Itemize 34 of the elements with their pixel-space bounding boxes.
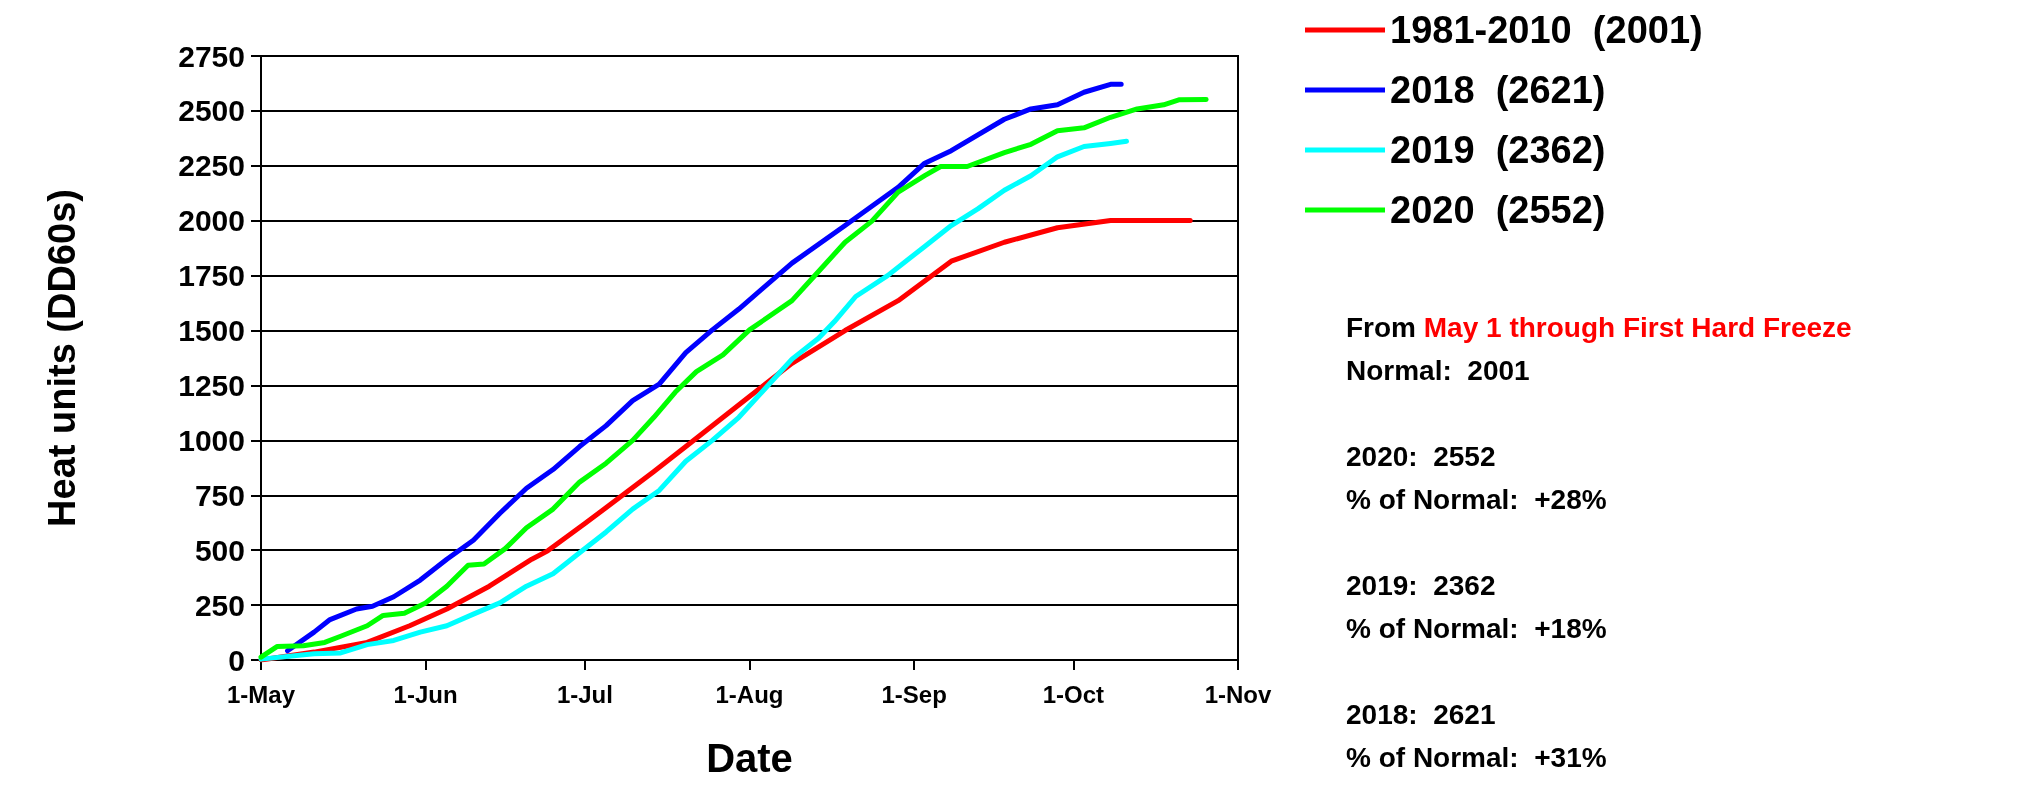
y-tick-label: 250 bbox=[194, 588, 245, 622]
text: 2019: 2362 bbox=[1346, 570, 1496, 601]
text: % of Normal: +28% bbox=[1346, 484, 1607, 515]
text: Normal: 2001 bbox=[1346, 355, 1530, 386]
text: From bbox=[1346, 312, 1417, 343]
y-tick-label: 750 bbox=[194, 478, 245, 512]
x-tick-label: 1-Jul bbox=[556, 680, 613, 708]
y-tick-label: 2500 bbox=[178, 94, 245, 128]
y-tick-label: 0 bbox=[228, 643, 245, 677]
text: May 1 through First Hard Freeze bbox=[1423, 312, 1852, 343]
y-tick-label: 2250 bbox=[178, 149, 245, 183]
x-tick-label: 1-May bbox=[226, 680, 296, 708]
y-axis-title: Heat units (DD60s) bbox=[41, 189, 83, 527]
x-axis-title: Date bbox=[706, 736, 793, 780]
legend-label: 1981-2010 (2001) bbox=[1390, 9, 1703, 51]
y-tick-label: 500 bbox=[194, 533, 245, 567]
x-tick-label: 1-Jun bbox=[393, 680, 458, 708]
text: % of Normal: +31% bbox=[1346, 742, 1607, 773]
legend-label: 2019 (2362) bbox=[1390, 129, 1606, 171]
y-tick-label: 1000 bbox=[178, 423, 245, 457]
text: % of Normal: +18% bbox=[1346, 613, 1607, 644]
x-tick-label: 1-Aug bbox=[715, 680, 784, 708]
x-tick-label: 1-Nov bbox=[1204, 680, 1272, 708]
y-tick-label: 1250 bbox=[178, 368, 245, 402]
text: 2018: 2621 bbox=[1346, 699, 1496, 730]
legend-label: 2020 (2552) bbox=[1390, 189, 1606, 231]
y-tick-label: 1500 bbox=[178, 314, 245, 348]
x-tick-label: 1-Sep bbox=[881, 680, 947, 708]
y-tick-label: 2000 bbox=[178, 204, 245, 238]
x-tick-label: 1-Oct bbox=[1042, 680, 1105, 708]
legend-label: 2018 (2621) bbox=[1390, 69, 1606, 111]
y-tick-label: 1750 bbox=[178, 259, 245, 293]
text: 2020: 2552 bbox=[1346, 441, 1496, 472]
y-tick-label: 2750 bbox=[178, 39, 245, 73]
